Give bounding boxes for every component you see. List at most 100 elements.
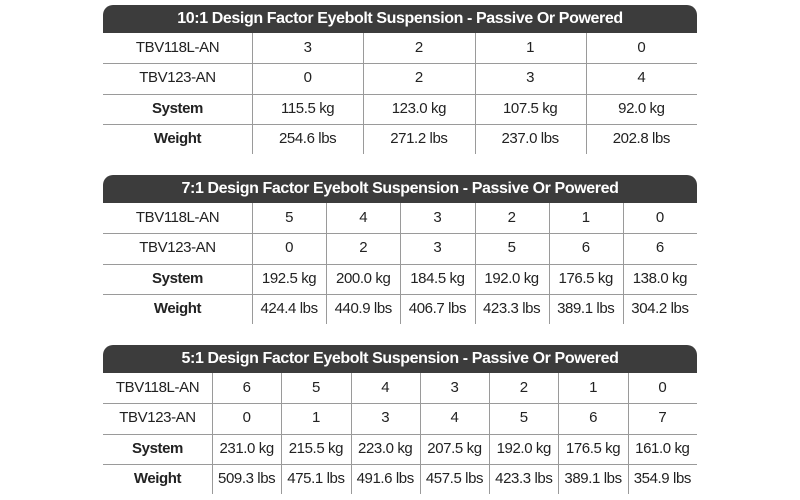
cell-value: 509.3 lbs	[218, 469, 276, 487]
cell-value: 3	[433, 239, 442, 257]
cell-value: 176.5 kg	[558, 269, 614, 287]
table-title: 5:1 Design Factor Eyebolt Suspension - P…	[103, 345, 697, 373]
row-label: TBV118L-AN	[135, 209, 220, 226]
column-divider	[558, 373, 560, 495]
row-divider	[103, 403, 697, 405]
cell-value: 5	[519, 409, 528, 427]
cell-value: 254.6 lbs	[278, 129, 337, 147]
row-label: System	[152, 269, 203, 287]
column-divider	[627, 373, 629, 495]
cell-value: 192.0 kg	[484, 269, 539, 287]
cell-value: 138.0 kg	[632, 269, 688, 287]
column-divider	[585, 33, 587, 155]
row-divider	[103, 233, 697, 235]
row-label: Weight	[133, 469, 182, 487]
cell-value: 423.3 lbs	[495, 469, 553, 487]
cell-value: 3	[450, 379, 459, 396]
cell-value: 4	[359, 209, 368, 226]
cell-value: 4	[450, 409, 459, 427]
cell-value: 3	[303, 39, 312, 56]
cell-value: 354.9 lbs	[633, 469, 692, 487]
cell-value: 115.5 kg	[281, 99, 335, 117]
column-divider	[622, 203, 624, 325]
cell-value: 271.2 lbs	[390, 129, 448, 147]
cell-value: 2	[359, 239, 368, 257]
cell-value: 491.6 lbs	[356, 469, 415, 487]
cell-value: 0	[285, 239, 294, 257]
row-label: TBV123-AN	[139, 239, 216, 257]
column-divider	[252, 203, 253, 325]
cell-value: 2	[519, 379, 528, 396]
cell-value: 123.0 kg	[391, 99, 447, 117]
cell-value: 1	[526, 39, 535, 56]
row-divider	[103, 433, 697, 435]
cell-value: 3	[381, 409, 390, 427]
row-label: TBV118L-AN	[115, 379, 200, 396]
row-divider	[103, 123, 697, 125]
cell-value: 1	[581, 209, 590, 226]
cell-value: 6	[589, 409, 598, 427]
cell-value: 0	[655, 209, 664, 226]
row-divider	[103, 63, 697, 65]
cell-value: 4	[381, 379, 390, 396]
cell-value: 3	[433, 209, 442, 226]
cell-value: 2	[414, 69, 423, 87]
row-divider	[103, 293, 697, 295]
column-divider	[326, 203, 328, 325]
cell-value: 5	[285, 209, 294, 226]
column-divider	[474, 203, 476, 325]
column-divider	[548, 203, 550, 325]
cell-value: 202.8 lbs	[612, 129, 671, 147]
column-divider	[252, 33, 253, 155]
cell-value: 192.5 kg	[261, 269, 317, 287]
cell-value: 0	[658, 379, 667, 396]
column-divider	[419, 373, 421, 495]
cell-value: 0	[637, 39, 646, 56]
cell-value: 1	[589, 379, 598, 396]
row-divider	[103, 93, 697, 95]
row-label: TBV118L-AN	[135, 39, 220, 56]
cell-value: 176.5 kg	[565, 439, 621, 457]
cell-value: 3	[526, 69, 535, 87]
cell-value: 4	[637, 69, 646, 87]
cell-value: 475.1 lbs	[287, 469, 345, 487]
cell-value: 200.0 kg	[336, 269, 391, 287]
cell-value: 161.0 kg	[635, 439, 690, 457]
cell-value: 192.0 kg	[496, 439, 552, 457]
cell-value: 6	[655, 239, 664, 257]
column-divider	[363, 33, 365, 155]
cell-value: 2	[414, 39, 423, 56]
row-label: System	[152, 99, 203, 117]
cell-value: 304.2 lbs	[631, 299, 689, 317]
cell-value: 0	[303, 69, 312, 87]
cell-value: 2	[507, 209, 516, 226]
cell-value: 6	[581, 239, 590, 257]
row-label: Weight	[153, 129, 202, 147]
cell-value: 231.0 kg	[219, 439, 274, 457]
cell-value: 92.0 kg	[618, 99, 665, 117]
cell-value: 5	[311, 379, 320, 396]
row-label: System	[132, 439, 183, 457]
column-divider	[212, 373, 213, 495]
table-title: 10:1 Design Factor Eyebolt Suspension - …	[103, 5, 697, 33]
row-label: Weight	[153, 299, 202, 317]
cell-value: 107.5 kg	[502, 99, 558, 117]
cell-value: 207.5 kg	[427, 439, 482, 457]
cell-value: 184.5 kg	[410, 269, 465, 287]
cell-value: 440.9 lbs	[334, 299, 393, 317]
column-divider	[350, 373, 352, 495]
cell-value: 215.5 kg	[288, 439, 344, 457]
cell-value: 389.1 lbs	[557, 299, 615, 317]
table-title: 7:1 Design Factor Eyebolt Suspension - P…	[103, 175, 697, 203]
row-label: TBV123-AN	[119, 409, 196, 427]
column-divider	[281, 373, 283, 495]
cell-value: 424.4 lbs	[260, 299, 318, 317]
cell-value: 389.1 lbs	[564, 469, 622, 487]
row-divider	[103, 263, 697, 265]
cell-value: 457.5 lbs	[425, 469, 484, 487]
cell-value: 237.0 lbs	[501, 129, 559, 147]
cell-value: 223.0 kg	[358, 439, 413, 457]
cell-value: 1	[311, 409, 320, 427]
row-divider	[103, 463, 697, 465]
